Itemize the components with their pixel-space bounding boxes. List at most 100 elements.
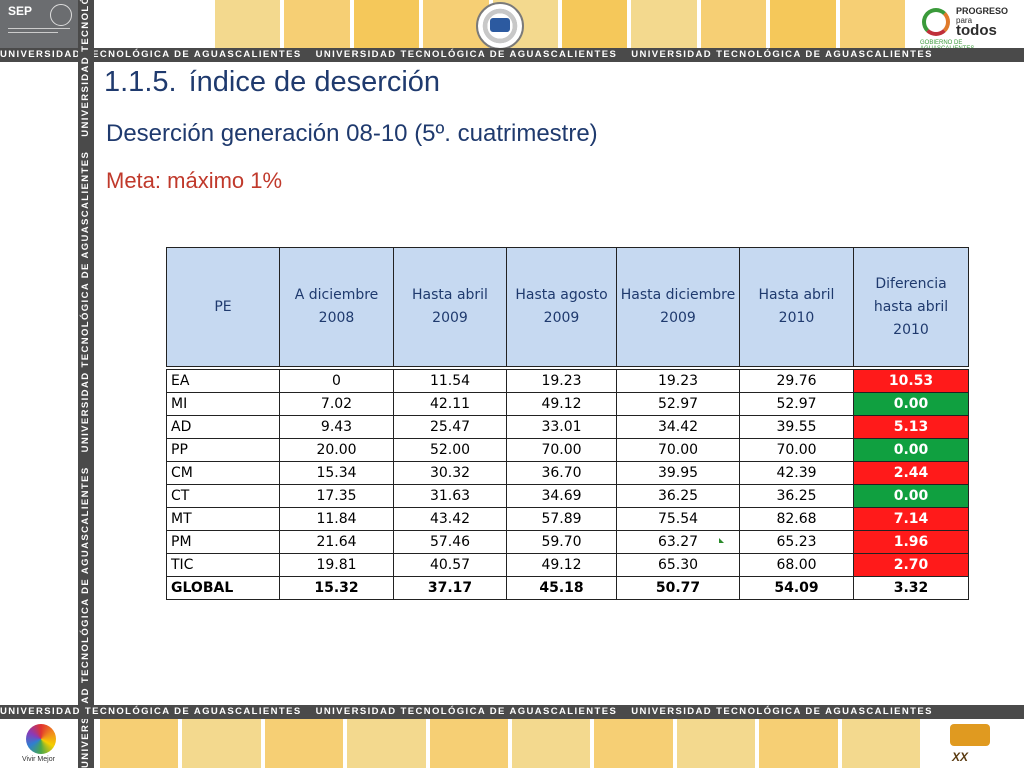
difference-cell: 2.44 — [853, 461, 969, 485]
title-number: 1.1.5. — [104, 66, 177, 98]
value-cell: 33.01 — [506, 415, 617, 439]
difference-cell: 10.53 — [853, 369, 969, 393]
band-text: UNIVERSIDAD TECNOLÓGICA DE AGUASCALIENTE… — [0, 49, 302, 60]
band-text: UNIVERSIDAD TECNOLÓGICA DE AGUASCALIENTE… — [315, 706, 618, 717]
difference-cell: 0.00 — [853, 438, 969, 462]
table-row: MT 11.84 43.42 57.89 75.54 82.68 7.14 — [166, 507, 969, 531]
header-color-blocks — [215, 0, 906, 48]
value-cell: 11.54 — [393, 369, 507, 393]
difference-cell: 7.14 — [853, 507, 969, 531]
value-cell: 82.68 — [739, 507, 854, 531]
progreso-circle-icon — [922, 8, 950, 36]
value-cell: 49.12 — [506, 392, 617, 416]
value-cell: 19.23 — [616, 369, 740, 393]
todos-word: todos — [956, 22, 997, 39]
pe-cell: MI — [166, 392, 280, 416]
pe-cell: CT — [166, 484, 280, 508]
value-cell: 34.69 — [506, 484, 617, 508]
value-cell: 59.70 — [506, 530, 617, 554]
global-value-cell: 54.09 — [739, 576, 854, 600]
table-row: TIC 19.81 40.57 49.12 65.30 68.00 2.70 — [166, 553, 969, 577]
value-cell: 39.95 — [616, 461, 740, 485]
header-abr-2010: Hasta abril 2010 — [739, 247, 854, 367]
table-row: PP 20.00 52.00 70.00 70.00 70.00 0.00 — [166, 438, 969, 462]
left-university-band: UNIVERSIDAD TECNOLÓGICA DE AGUASCALIENTE… — [78, 0, 94, 768]
value-cell: 19.23 — [506, 369, 617, 393]
global-value-cell: 45.18 — [506, 576, 617, 600]
header-pe: PE — [166, 247, 280, 367]
table-row: AD 9.43 25.47 33.01 34.42 39.55 5.13 — [166, 415, 969, 439]
band-text: UNIVERSIDAD TECNOLÓGICA DE AGUASCALIENTE… — [631, 706, 933, 717]
progreso-para-todos-logo: PROGRESO para todos GOBIERNO DE AGUASCAL… — [918, 4, 1018, 52]
pe-cell: TIC — [166, 553, 280, 577]
sep-label: SEP — [8, 4, 33, 18]
value-cell: 29.76 — [739, 369, 854, 393]
vivir-mejor-logo: Vivir Mejor — [20, 722, 64, 766]
value-cell: 52.97 — [739, 392, 854, 416]
difference-cell: 5.13 — [853, 415, 969, 439]
table-row: EA 0 11.54 19.23 19.23 29.76 10.53 — [166, 369, 969, 393]
value-cell: 17.35 — [279, 484, 394, 508]
dropout-table: PE A diciembre 2008 Hasta abril 2009 Has… — [166, 247, 969, 600]
value-cell: 49.12 — [506, 553, 617, 577]
value-cell: 36.25 — [739, 484, 854, 508]
value-cell: 57.89 — [506, 507, 617, 531]
vband-text: UNIVERSIDAD TECNOLÓGICA DE AGUASCALIENTE… — [80, 0, 91, 137]
difference-cell: 0.00 — [853, 484, 969, 508]
value-cell: 7.02 — [279, 392, 394, 416]
para-word: para — [956, 16, 973, 25]
global-difference-cell: 3.32 — [853, 576, 969, 600]
global-value-cell: 15.32 — [279, 576, 394, 600]
value-cell: 21.64 — [279, 530, 394, 554]
title-text: índice de deserción — [188, 66, 441, 98]
flower-icon — [26, 724, 56, 754]
table-row: CM 15.34 30.32 36.70 39.95 42.39 2.44 — [166, 461, 969, 485]
global-value-cell: 50.77 — [616, 576, 740, 600]
value-cell: 15.34 — [279, 461, 394, 485]
value-cell: 39.55 — [739, 415, 854, 439]
sep-logo: SEP — [0, 0, 78, 48]
value-cell: 68.00 — [739, 553, 854, 577]
slide-title: 1.1.5. índice de deserción — [104, 66, 440, 99]
value-cell: 0 — [279, 369, 394, 393]
pe-cell: PM — [166, 530, 280, 554]
eagle-emblem-icon — [50, 4, 72, 26]
pe-cell: PP — [166, 438, 280, 462]
footer-color-blocks — [100, 719, 921, 768]
value-cell: 57.46 — [393, 530, 507, 554]
university-seal-icon — [476, 2, 524, 50]
band-text: UNIVERSIDAD TECNOLÓGICA DE AGUASCALIENTE… — [631, 49, 933, 60]
value-cell: 30.32 — [393, 461, 507, 485]
value-cell: 52.00 — [393, 438, 507, 462]
pe-cell: AD — [166, 415, 280, 439]
progreso-word: PROGRESO — [956, 6, 1009, 16]
slide-subtitle: Deserción generación 08-10 (5º. cuatrime… — [106, 120, 598, 147]
value-cell: 75.54 — [616, 507, 740, 531]
table-row: MI 7.02 42.11 49.12 52.97 52.97 0.00 — [166, 392, 969, 416]
xx-label: XX — [952, 750, 969, 764]
band-text: UNIVERSIDAD TECNOLÓGICA DE AGUASCALIENTE… — [0, 706, 302, 717]
ut-mark-icon — [950, 724, 990, 746]
value-cell: 70.00 — [739, 438, 854, 462]
goal-label: Meta: máximo 1% — [106, 168, 283, 193]
global-value-cell: 37.17 — [393, 576, 507, 600]
pe-cell: EA — [166, 369, 280, 393]
value-cell: 65.30 — [616, 553, 740, 577]
table-row: PM 21.64 57.46 59.70 63.27 65.23 1.96 — [166, 530, 969, 554]
vband-text: UNIVERSIDAD TECNOLÓGICA DE AGUASCALIENTE… — [80, 150, 91, 453]
bottom-university-band: UNIVERSIDAD TECNOLÓGICA DE AGUASCALIENTE… — [0, 705, 1024, 719]
header-dic-2008: A diciembre 2008 — [279, 247, 394, 367]
header-ago-2009: Hasta agosto 2009 — [506, 247, 617, 367]
global-label-cell: GLOBAL — [166, 576, 280, 600]
value-cell: 42.11 — [393, 392, 507, 416]
value-cell: 25.47 — [393, 415, 507, 439]
header-dic-2009: Hasta diciembre 2009 — [616, 247, 740, 367]
band-text: UNIVERSIDAD TECNOLÓGICA DE AGUASCALIENTE… — [315, 49, 618, 60]
table-header-row: PE A diciembre 2008 Hasta abril 2009 Has… — [166, 247, 969, 367]
difference-cell: 1.96 — [853, 530, 969, 554]
value-cell: 52.97 — [616, 392, 740, 416]
pe-cell: CM — [166, 461, 280, 485]
value-cell: 43.42 — [393, 507, 507, 531]
value-cell: 70.00 — [506, 438, 617, 462]
pe-cell: MT — [166, 507, 280, 531]
